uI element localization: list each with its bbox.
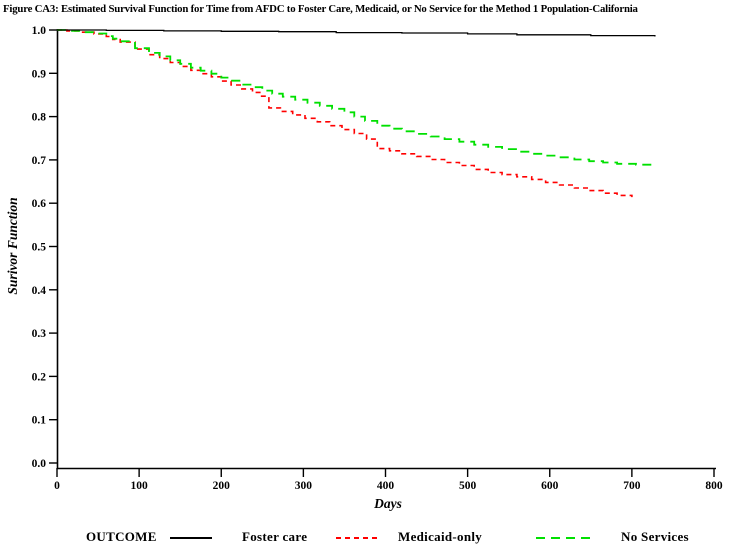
x-tick-label: 300 <box>295 480 313 492</box>
y-tick-label: 0.5 <box>32 242 47 254</box>
y-tick-label: 0.1 <box>32 415 47 427</box>
y-tick-label: 0.8 <box>32 112 47 124</box>
x-tick-label: 100 <box>131 480 149 492</box>
x-tick-label: 400 <box>377 480 395 492</box>
y-tick-label: 0.3 <box>32 328 47 340</box>
x-tick-label: 200 <box>213 480 231 492</box>
x-tick-label: 700 <box>623 480 641 492</box>
y-tick-label: 1.0 <box>32 25 47 37</box>
x-tick-label: 800 <box>705 480 723 492</box>
x-axis-label: Days <box>373 496 402 511</box>
x-tick-label: 600 <box>541 480 559 492</box>
legend-label-no-services: No Services <box>621 529 689 544</box>
legend-line-no-services <box>536 531 592 543</box>
x-tick-label: 500 <box>459 480 477 492</box>
y-tick-label: 0.9 <box>32 68 47 80</box>
y-tick-label: 0.6 <box>32 198 47 210</box>
legend: OUTCOME Foster care Medicaid-only No Ser… <box>0 526 733 550</box>
x-tick-label: 0 <box>54 480 60 492</box>
curve-foster-care <box>57 29 656 37</box>
chart-title: Figure CA3: Estimated Survival Function … <box>3 3 638 15</box>
legend-label-medicaid-only: Medicaid-only <box>398 529 483 544</box>
y-tick-label: 0.7 <box>32 155 47 167</box>
y-tick-label: 0.2 <box>32 371 47 383</box>
legend-line-foster-care <box>170 531 212 543</box>
curve-no-services <box>57 29 658 166</box>
legend-label-foster-care: Foster care <box>242 529 308 544</box>
axes: 0.0 0.1 0.2 0.3 0.4 0.5 0.6 0.7 0.8 0.9 1.0 0 100 200… <box>32 25 723 492</box>
y-tick-label: 0.4 <box>32 285 47 297</box>
y-axis-label: Surivor Function <box>5 197 20 294</box>
series-lines <box>57 29 658 198</box>
legend-line-medicaid-only <box>336 531 378 543</box>
legend-heading: OUTCOME <box>86 529 157 544</box>
y-tick-label: 0.0 <box>32 458 47 470</box>
curve-medicaid-only <box>57 29 633 198</box>
